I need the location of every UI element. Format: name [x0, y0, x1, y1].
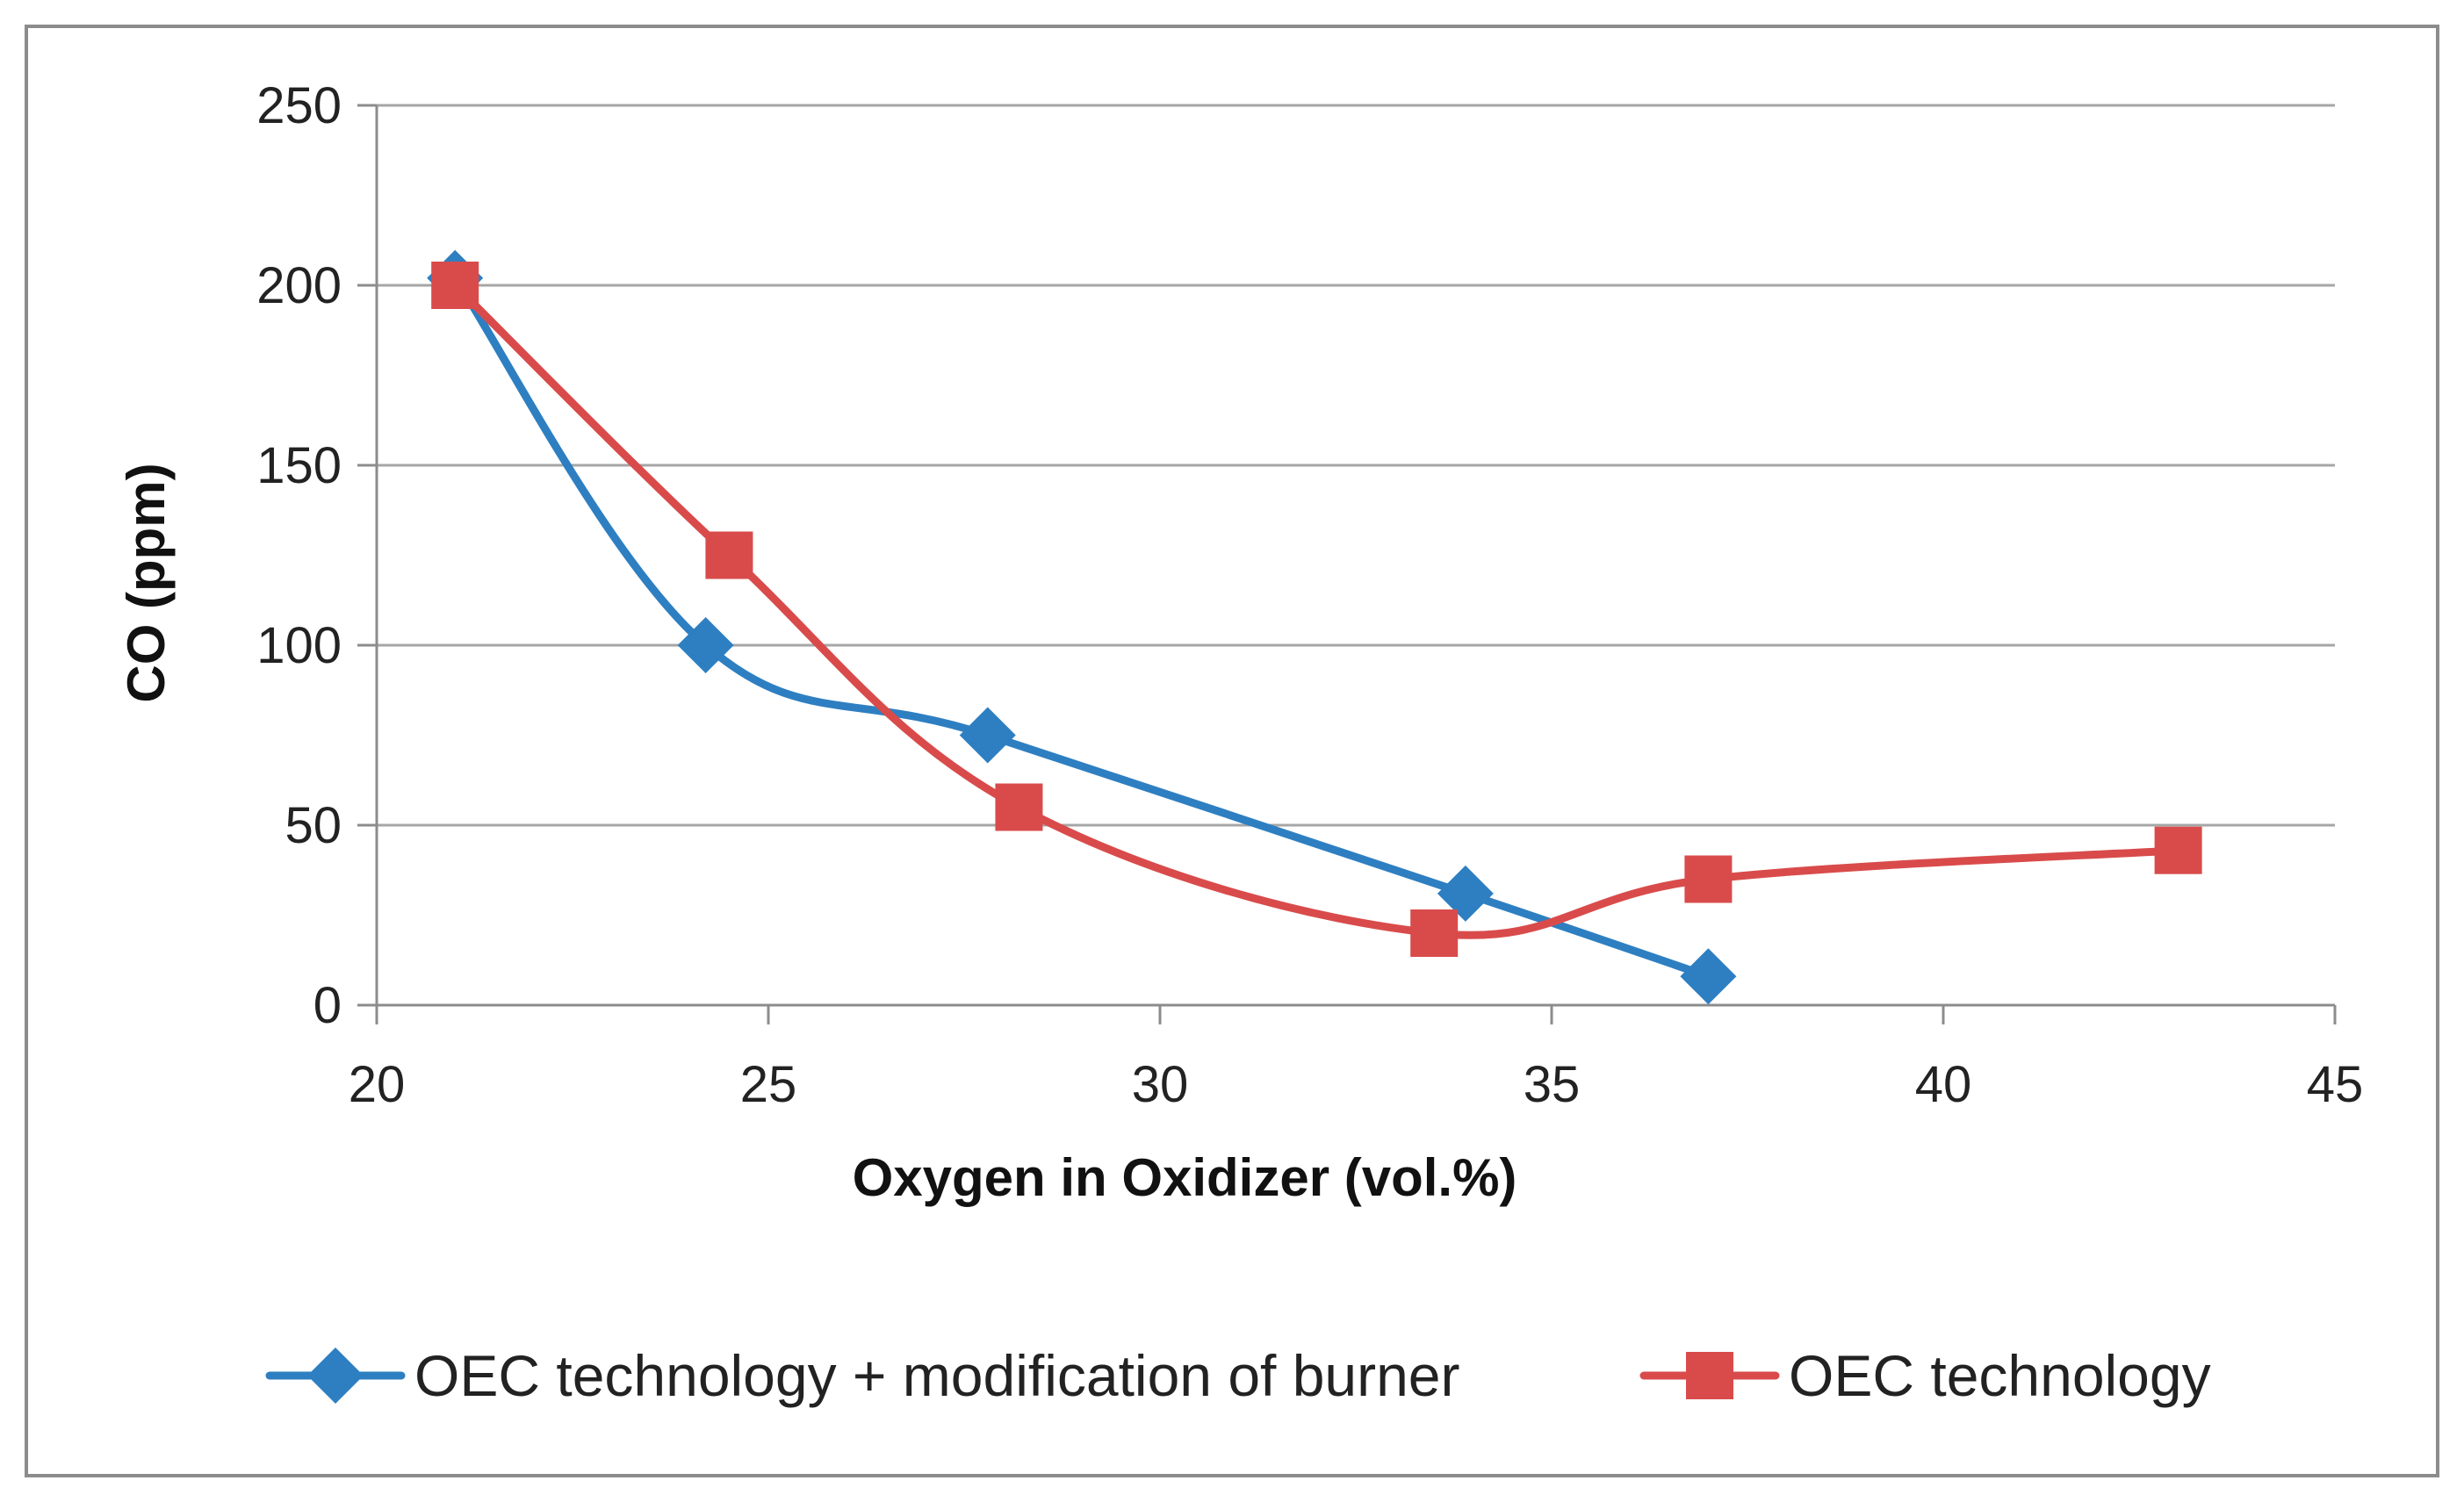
legend: OEC technology + modification of burner O… — [265, 1343, 2211, 1408]
legend-label-0: OEC technology + modification of burner — [414, 1343, 1459, 1408]
y-axis-title: CO (ppm) — [117, 463, 176, 702]
axes — [357, 104, 2337, 1024]
data-point-1-2 — [995, 783, 1043, 831]
grid-lines — [377, 104, 2335, 827]
x-tick-label: 25 — [740, 1056, 797, 1113]
data-point-1-0 — [431, 262, 479, 309]
y-tick-label: 150 — [256, 437, 342, 494]
x-tick-label: 45 — [2307, 1056, 2364, 1113]
legend-marker-1 — [1686, 1352, 1733, 1399]
x-tick-label: 40 — [1915, 1056, 1972, 1113]
series-1 — [431, 262, 2202, 957]
data-point-0-4 — [1680, 948, 1737, 1005]
legend-item-1: OEC technology — [1639, 1343, 2211, 1408]
y-tick-label: 100 — [256, 617, 342, 674]
tick-labels: 0 50 100 150 200 250 20 25 30 35 40 45 — [256, 77, 2363, 1113]
data-point-0-3 — [1437, 865, 1494, 922]
series-line-0 — [450, 274, 1712, 981]
legend-item-0: OEC technology + modification of burner — [265, 1343, 1459, 1408]
y-tick-label: 0 — [313, 977, 342, 1034]
x-tick-label: 30 — [1132, 1056, 1189, 1113]
data-point-1-4 — [1684, 855, 1733, 903]
series — [427, 249, 2202, 1005]
data-point-1-3 — [1410, 909, 1459, 957]
data-point-0-2 — [959, 707, 1016, 764]
y-tick-label: 200 — [256, 257, 342, 314]
y-tick-label: 250 — [256, 77, 342, 134]
line-chart: 0 50 100 150 200 250 20 25 30 35 40 45 Oxygen in Ox… — [117, 77, 2363, 1408]
x-tick-label: 20 — [349, 1056, 406, 1113]
data-point-1-5 — [2154, 826, 2202, 874]
legend-marker-0 — [307, 1347, 364, 1404]
series-line-1 — [450, 281, 2183, 939]
data-point-0-1 — [677, 617, 734, 673]
chart-frame: 0 50 100 150 200 250 20 25 30 35 40 45 Oxygen in Ox… — [25, 25, 2439, 1477]
y-tick-label: 50 — [285, 797, 342, 854]
x-axis-title: Oxygen in Oxidizer (vol.%) — [853, 1148, 1517, 1207]
data-point-1-1 — [705, 531, 753, 579]
series-0 — [427, 249, 1737, 1005]
x-tick-label: 35 — [1524, 1056, 1581, 1113]
legend-label-1: OEC technology — [1789, 1343, 2211, 1408]
